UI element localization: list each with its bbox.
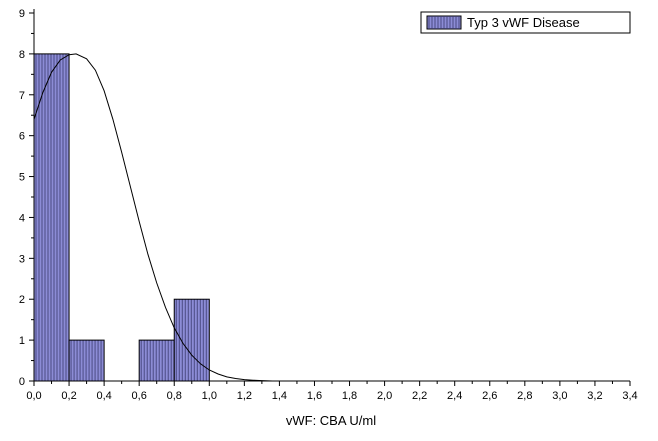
y-tick-label: 4	[19, 212, 25, 224]
x-tick-label: 3,0	[552, 390, 567, 402]
legend-swatch-hatch	[428, 16, 460, 29]
bars-layer	[33, 53, 210, 382]
legend: Typ 3 vWF Disease	[420, 11, 631, 34]
x-tick-label: 0,6	[132, 390, 147, 402]
x-tick-label: 0,8	[167, 390, 182, 402]
y-tick-label: 0	[19, 376, 25, 388]
y-tick-label: 3	[19, 253, 25, 265]
x-tick-label: 2,6	[482, 390, 497, 402]
x-axis-title: vWF: CBA U/ml	[286, 413, 376, 428]
x-tick-label: 2,8	[517, 390, 532, 402]
y-tick-label: 7	[19, 90, 25, 102]
x-tick-label: 3,4	[622, 390, 637, 402]
x-tick-label: 2,2	[412, 390, 427, 402]
histogram-bar	[173, 298, 210, 382]
y-tick-label: 6	[19, 131, 25, 143]
histogram-bar	[33, 53, 70, 382]
x-tick-label: 1,2	[237, 390, 252, 402]
legend-box	[420, 11, 631, 34]
x-tick-label: 2,0	[377, 390, 392, 402]
y-tick-label: 2	[19, 294, 25, 306]
histogram-bar	[68, 339, 105, 382]
x-tick-label: 2,4	[447, 390, 462, 402]
legend-label: Typ 3 vWF Disease	[467, 15, 580, 30]
x-tick-label: 0,4	[96, 390, 111, 402]
x-tick-label: 1,4	[272, 390, 287, 402]
x-tick-label: 0,2	[61, 390, 76, 402]
normal-fit-curve	[33, 53, 273, 382]
x-tick-label: 0,0	[26, 390, 41, 402]
x-tick-label: 1,6	[307, 390, 322, 402]
x-tick-label: 1,8	[342, 390, 357, 402]
y-tick-label: 5	[19, 172, 25, 184]
x-tick-label: 3,2	[587, 390, 602, 402]
y-tick-label: 8	[19, 49, 25, 61]
y-tick-label: 1	[19, 335, 25, 347]
x-tick-label: 1,0	[202, 390, 217, 402]
y-tick-label: 9	[19, 8, 25, 20]
axes-layer: 0,0 0,2 0,4 0,6 0,8 1,0 1,2 1,4 1,6 1,8 2,0 2,2 2,4 2…	[19, 8, 638, 402]
histogram-bar	[138, 339, 175, 382]
